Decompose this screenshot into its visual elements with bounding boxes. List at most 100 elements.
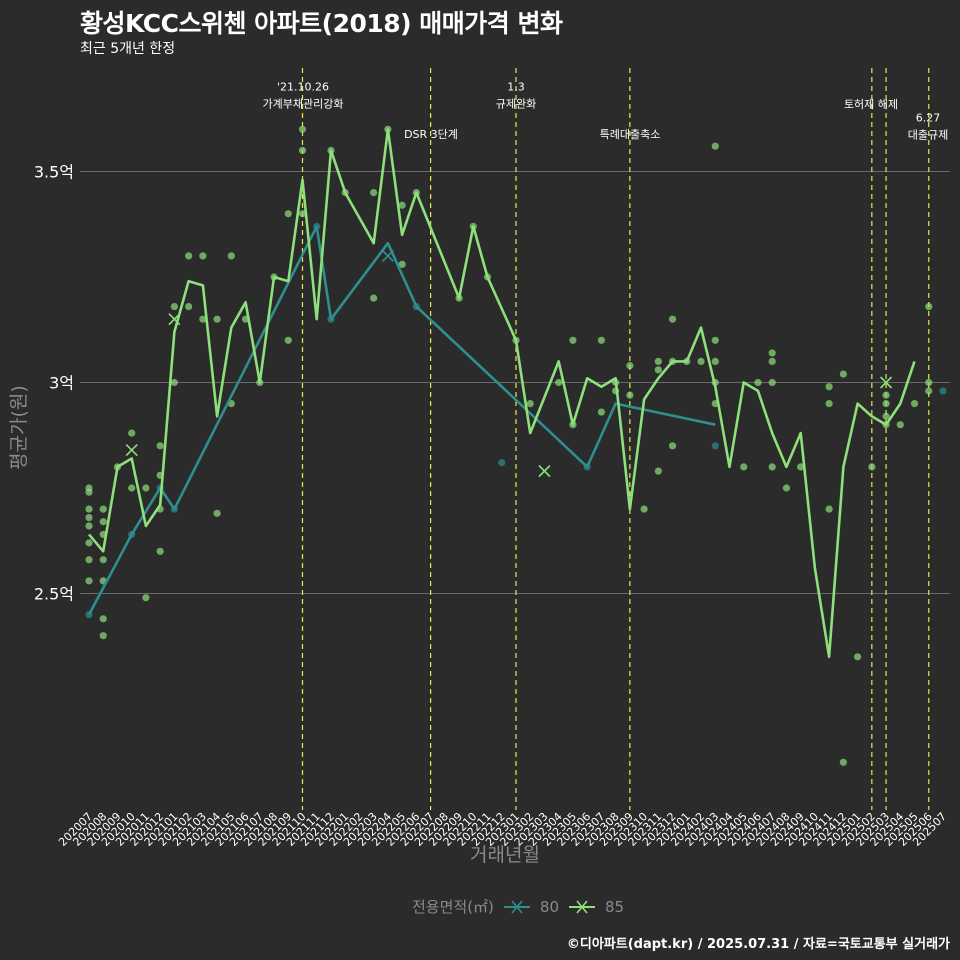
data-point-85 — [526, 400, 534, 408]
x-axis-title: 거래년월 — [470, 844, 540, 866]
data-point-85 — [85, 522, 93, 530]
data-point-85 — [370, 294, 378, 302]
legend: 전용면적(㎡) 80 85 — [412, 896, 624, 917]
data-point-85 — [640, 505, 648, 513]
data-point-85 — [85, 556, 93, 564]
series-line-80 — [87, 225, 716, 616]
series-line-85 — [88, 128, 916, 659]
data-point-85 — [910, 400, 919, 408]
data-point-85 — [882, 400, 890, 408]
legend-key-85-icon — [569, 899, 595, 914]
data-point-85 — [298, 146, 307, 154]
legend-key-80-icon — [503, 899, 530, 914]
event-label: 6.27 — [916, 112, 941, 125]
data-point-85 — [284, 336, 292, 344]
data-point-85 — [668, 315, 677, 323]
legend-title: 전용면적(㎡) — [412, 898, 494, 916]
data-point-85 — [99, 505, 107, 513]
data-point-85 — [697, 357, 705, 365]
y-tick-label: 3억 — [49, 374, 74, 393]
data-point-85 — [896, 421, 904, 429]
legend-label-85: 85 — [605, 897, 625, 916]
data-point-85 — [825, 505, 833, 513]
data-point-85 — [839, 758, 847, 766]
data-point-85 — [768, 378, 776, 387]
data-point-85 — [626, 391, 634, 399]
chart-subtitle: 최근 5개년 한정 — [80, 41, 176, 57]
event-label: 1.3 — [507, 81, 525, 94]
data-point-85 — [128, 429, 136, 437]
legend-label-80: 80 — [539, 897, 559, 916]
data-point-85 — [854, 653, 862, 661]
event-label: 규제완화 — [496, 98, 536, 111]
data-point-85 — [711, 357, 719, 365]
data-point-85 — [185, 252, 193, 260]
data-point-85 — [199, 315, 207, 323]
data-point-85 — [740, 463, 748, 471]
data-point-85 — [85, 505, 93, 513]
data-point-85 — [654, 366, 662, 374]
data-point-85 — [128, 484, 136, 492]
data-point-85 — [170, 302, 178, 311]
data-point-85 — [768, 463, 776, 471]
cross-marker-85 — [168, 313, 181, 326]
data-point-85 — [199, 252, 207, 260]
y-tick-label: 2.5억 — [34, 585, 74, 604]
event-label: '21.10.26 — [277, 81, 329, 94]
data-point-85 — [597, 336, 606, 344]
cross-marker-85 — [880, 376, 893, 389]
event-label: 토허제 해제 — [844, 97, 898, 111]
data-point-85 — [398, 260, 406, 268]
data-point-85 — [170, 378, 178, 387]
cross-marker-85 — [125, 443, 138, 457]
data-point-80 — [498, 459, 506, 467]
cross-marker-80 — [381, 249, 394, 262]
data-point-85 — [754, 378, 762, 387]
data-point-85 — [668, 442, 677, 450]
source-caption: ©디아파트(dapt.kr) / 2025.07.31 / 자료=국토교통부 실… — [566, 937, 950, 952]
data-point-85 — [85, 488, 93, 496]
data-point-85 — [99, 518, 107, 526]
chart-title: 황성KCC스위첸 아파트(2018) 매매가격 변화 — [80, 9, 563, 38]
data-point-85 — [597, 408, 606, 416]
data-point-85 — [925, 387, 933, 395]
data-point-85 — [156, 547, 164, 555]
data-point-85 — [185, 302, 193, 311]
data-point-85 — [99, 615, 107, 623]
data-point-85 — [227, 252, 235, 260]
data-point-85 — [99, 632, 107, 640]
event-label: 대출규제 — [908, 129, 948, 142]
data-point-85 — [370, 189, 378, 197]
data-point-85 — [398, 201, 406, 209]
data-point-85 — [569, 336, 577, 344]
data-point-85 — [768, 349, 776, 357]
data-point-85 — [85, 577, 93, 585]
data-point-85 — [284, 210, 292, 218]
y-tick-label: 3.5억 — [34, 163, 74, 182]
data-point-85 — [654, 467, 662, 475]
data-point-85 — [711, 336, 719, 344]
data-point-85 — [925, 302, 933, 311]
cross-marker-85 — [538, 465, 551, 478]
y-axis-title: 평균가(원) — [8, 385, 30, 470]
data-point-85 — [768, 357, 776, 365]
data-point-85 — [298, 125, 307, 133]
data-point-85 — [99, 556, 107, 564]
data-point-85 — [882, 391, 890, 399]
data-point-85 — [555, 378, 563, 387]
data-point-85 — [711, 142, 719, 150]
data-point-85 — [156, 442, 164, 450]
data-point-85 — [925, 378, 933, 387]
event-label: 특례대출축소 — [600, 128, 661, 141]
data-point-85 — [626, 362, 634, 370]
data-point-85 — [654, 357, 662, 365]
data-point-85 — [882, 412, 890, 420]
data-point-80 — [711, 442, 719, 450]
data-point-85 — [825, 400, 833, 408]
data-point-85 — [142, 484, 150, 492]
data-point-85 — [213, 315, 221, 323]
data-point-80 — [939, 387, 947, 395]
data-point-85 — [142, 594, 150, 602]
